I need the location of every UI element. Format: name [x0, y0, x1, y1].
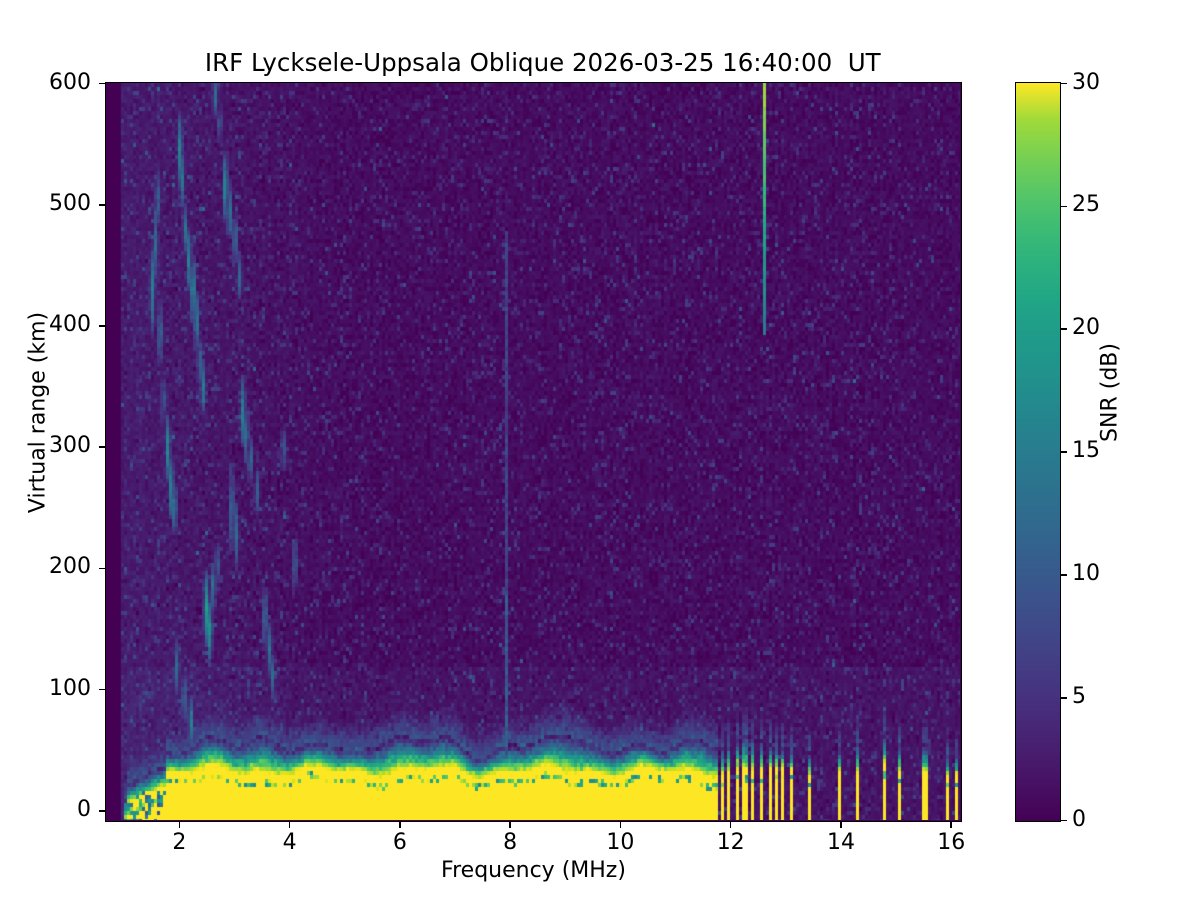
y-axis-label: Virtual range (km) [25, 311, 51, 514]
colorbar-tick-mark [1061, 328, 1067, 331]
y-axis-tick-mark [99, 204, 105, 206]
colorbar-label: SNR (dB) [1097, 343, 1123, 442]
colorbar-tick-mark [1061, 205, 1067, 208]
x-axis-tick-label: 14 [826, 830, 855, 855]
y-axis-tick-label: 500 [49, 190, 91, 216]
x-axis-tick-mark [178, 822, 181, 828]
colorbar-tick-label: 5 [1072, 683, 1086, 709]
x-axis-tick-mark [840, 822, 842, 828]
colorbar-tick-label: 30 [1072, 69, 1100, 95]
x-axis-tick-label: 2 [172, 830, 187, 855]
colorbar-tick-mark [1061, 574, 1067, 576]
colorbar-tick-label: 15 [1072, 438, 1100, 464]
y-axis-tick-label: 0 [77, 796, 91, 822]
y-axis-tick-mark [99, 82, 105, 85]
colorbar-tick-mark [1061, 819, 1067, 822]
x-axis-tick-mark [399, 822, 401, 828]
x-axis-tick-label: 6 [392, 830, 407, 855]
y-axis-tick-label: 600 [49, 69, 91, 95]
y-axis-tick-label: 400 [49, 312, 91, 338]
y-axis-tick-label: 300 [49, 433, 91, 459]
y-axis-tick-mark [99, 810, 105, 812]
x-axis-tick-label: 10 [606, 830, 635, 855]
y-axis-tick-label: 100 [49, 675, 91, 701]
x-axis-tick-label: 4 [282, 830, 297, 855]
y-axis-tick-mark [99, 688, 105, 691]
x-axis-tick-mark [509, 822, 511, 828]
colorbar[interactable] [1015, 82, 1061, 822]
x-axis-tick-mark [950, 822, 953, 828]
x-axis-tick-mark [619, 822, 622, 828]
colorbar-tick-mark [1061, 696, 1067, 699]
y-axis-tick-mark [99, 446, 105, 449]
colorbar-tick-label: 10 [1072, 560, 1100, 586]
x-axis-tick-label: 8 [503, 830, 518, 855]
chart-title: IRF Lycksele-Uppsala Oblique 2026-03-25 … [204, 48, 881, 77]
x-axis-label: Frequency (MHz) [441, 858, 626, 883]
colorbar-tick-label: 20 [1072, 315, 1100, 341]
y-axis-tick-mark [99, 567, 105, 570]
ionogram-heatmap [106, 83, 960, 820]
x-axis-tick-label: 16 [937, 830, 966, 855]
y-axis-tick-mark [99, 325, 105, 327]
heatmap-plot-area[interactable] [105, 82, 962, 822]
colorbar-tick-label: 0 [1072, 806, 1086, 832]
colorbar-tick-mark [1061, 82, 1067, 85]
colorbar-tick-label: 25 [1072, 192, 1100, 218]
x-axis-tick-mark [729, 822, 732, 828]
x-axis-tick-label: 12 [716, 830, 745, 855]
x-axis-tick-mark [288, 822, 291, 828]
y-axis-tick-label: 200 [49, 554, 91, 580]
colorbar-tick-mark [1061, 451, 1067, 453]
